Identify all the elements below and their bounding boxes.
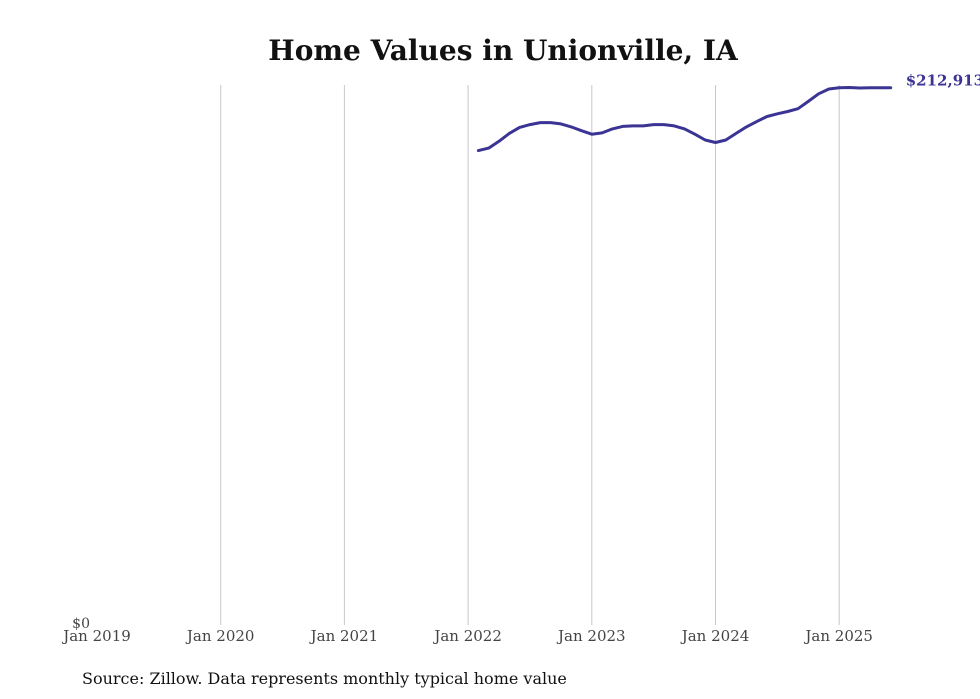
x-tick-label-2023: Jan 2023 [556,627,626,645]
chart-title: Home Values in Unionville, IA [268,34,739,67]
end-value-label: $212,913 [906,72,980,90]
x-axis-ticks: Jan 2019 Jan 2020 Jan 2021 Jan 2022 Jan 2023… [61,627,873,645]
y-tick-label-zero: $0 [72,616,90,632]
series-line-home-value [476,86,893,153]
x-tick-label-2025: Jan 2025 [803,627,873,645]
x-tick-label-2020: Jan 2020 [185,627,255,645]
x-tick-label-2021: Jan 2021 [309,627,379,645]
grid-lines [220,85,840,625]
x-tick-label-2019: Jan 2019 [61,627,131,645]
x-tick-label-2022: Jan 2022 [432,627,502,645]
source-note: Source: Zillow. Data represents monthly … [82,669,567,688]
x-tick-label-2024: Jan 2024 [680,627,750,645]
